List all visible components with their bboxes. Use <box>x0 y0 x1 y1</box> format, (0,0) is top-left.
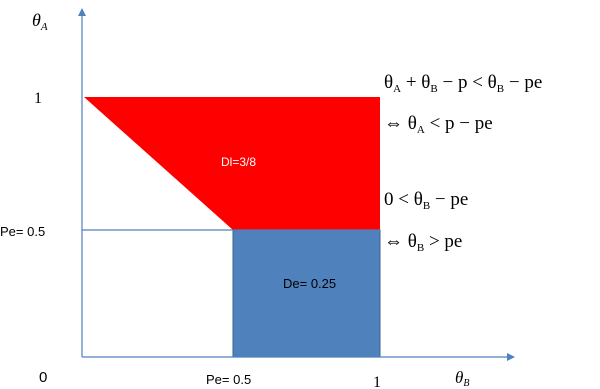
condition-bottom-line2: ⇔ θB > pe <box>384 231 462 254</box>
origin-label: 0 <box>39 369 47 386</box>
condition-top-line2: ⇔ θA < p − pe <box>384 113 493 136</box>
x-tick-pe: Pe= 0.5 <box>206 372 251 387</box>
de-label: De= 0.25 <box>283 276 336 291</box>
x-tick-1: 1 <box>373 374 381 389</box>
de-region <box>232 229 381 358</box>
condition-bottom-line1: 0 < θB − pe <box>384 189 468 212</box>
condition-top-line1: θA + θB − p < θB − pe <box>384 72 542 95</box>
dl-label: Dl=3/8 <box>221 155 256 169</box>
dl-region <box>84 97 380 230</box>
y-tick-1: 1 <box>34 90 42 107</box>
y-axis-label: θA <box>32 10 48 33</box>
y-tick-pe: Pe= 0.5 <box>0 224 45 239</box>
x-axis-label: θB <box>455 368 469 389</box>
